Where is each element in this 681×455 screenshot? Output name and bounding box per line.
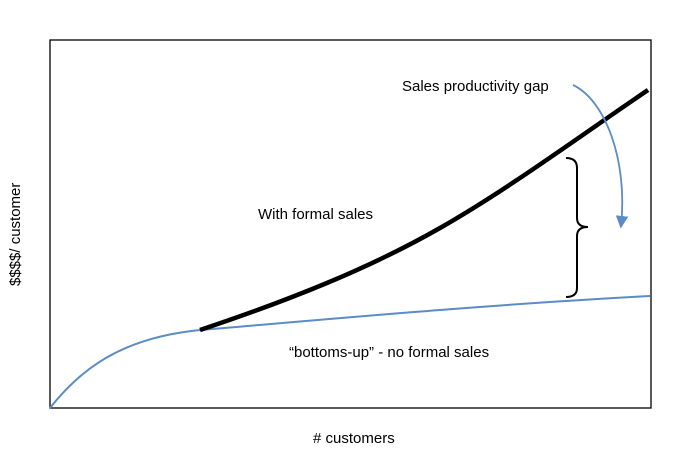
x-axis-label: # customers <box>313 430 395 447</box>
formal-sales-curve <box>199 88 650 333</box>
gap-arrow <box>572 84 629 229</box>
gap-bracket <box>565 157 589 298</box>
label-bottoms-up: “bottoms-up” - no formal sales <box>289 344 490 361</box>
y-axis-label: $$$$/ customer <box>7 182 24 286</box>
plot-frame <box>49 39 652 409</box>
annotation-sales-productivity-gap: Sales productivity gap <box>402 78 549 95</box>
bottoms-up-curve <box>49 295 651 409</box>
label-with-formal-sales: With formal sales <box>258 206 374 223</box>
